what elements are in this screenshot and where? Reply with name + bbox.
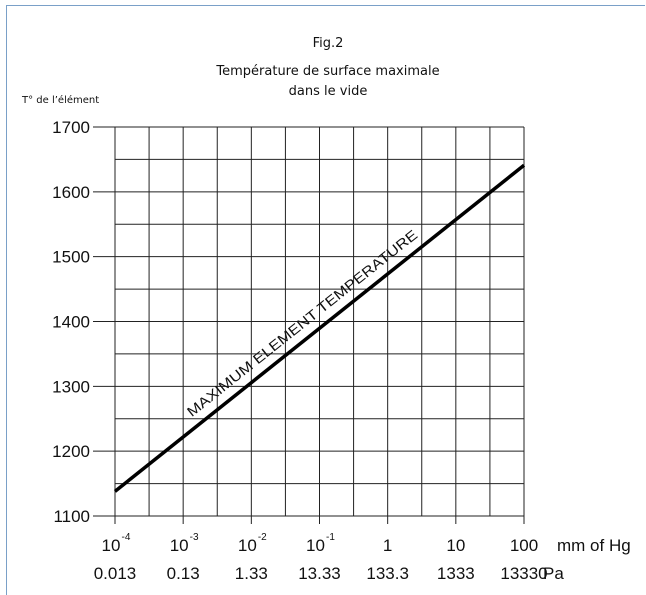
- chart-title-line1: Fig.2: [313, 36, 344, 51]
- x-tick-base-label: 100: [510, 536, 538, 555]
- x-tick-pa-label: 1333: [437, 564, 475, 583]
- x-unit-hg: mm of Hg: [557, 536, 631, 555]
- y-tick-label: 1500: [52, 248, 90, 267]
- x-tick-base-label: 10: [170, 536, 189, 555]
- y-tick-label: 1700: [52, 118, 90, 137]
- x-tick-pa-label: 1.33: [235, 564, 268, 583]
- chart-frame: [6, 5, 645, 595]
- x-tick-base-label: 1: [383, 536, 392, 555]
- x-tick-exponent-label: -4: [122, 532, 131, 543]
- x-tick-pa-label: 13.33: [298, 564, 341, 583]
- x-tick-exponent-label: -1: [326, 532, 335, 543]
- line-annotation: MAXIMUM ELEMENT TEMPERATURE: [184, 226, 421, 419]
- x-tick-exponent-label: -2: [258, 532, 267, 543]
- x-tick-3: 10 -1 13.33: [298, 532, 341, 583]
- x-tick-0: 10 -4 0.013: [94, 532, 137, 583]
- x-tick-exponent-label: -3: [190, 532, 199, 543]
- x-tick-base-label: 10: [306, 536, 325, 555]
- y-tick-label: 1400: [52, 313, 90, 332]
- x-tick-pa-label: 0.013: [94, 564, 137, 583]
- y-tick-label: 1200: [52, 442, 90, 461]
- y-tick-labels: 1700 1600 1500 1400 1300 1200 1100: [52, 118, 90, 526]
- x-tick-4: 1 133.3: [366, 536, 409, 583]
- y-tick-label: 1300: [52, 377, 90, 396]
- x-tick-base-label: 10: [102, 536, 121, 555]
- x-tick-base-label: 10: [238, 536, 257, 555]
- x-tick-6: 100 13330: [500, 536, 547, 583]
- y-axis-label: T° de l’élément: [21, 94, 99, 106]
- x-tick-2: 10 -2 1.33: [235, 532, 268, 583]
- x-tick-pa-label: 13330: [500, 564, 547, 583]
- y-tick-label: 1600: [52, 183, 90, 202]
- x-tick-base-label: 10: [446, 536, 465, 555]
- grid: [93, 126, 525, 524]
- x-unit-pa: Pa: [543, 564, 564, 583]
- x-tick-pa-label: 133.3: [366, 564, 409, 583]
- series-line-0: [113, 163, 526, 493]
- x-tick-pa-label: 0.13: [167, 564, 200, 583]
- x-tick-5: 10 1333: [437, 536, 475, 583]
- chart-title-line2: Température de surface maximale: [215, 64, 439, 79]
- y-tick-label: 1100: [53, 507, 90, 526]
- x-tick-1: 10 -3 0.13: [167, 532, 200, 583]
- chart-title-line3: dans le vide: [289, 84, 368, 99]
